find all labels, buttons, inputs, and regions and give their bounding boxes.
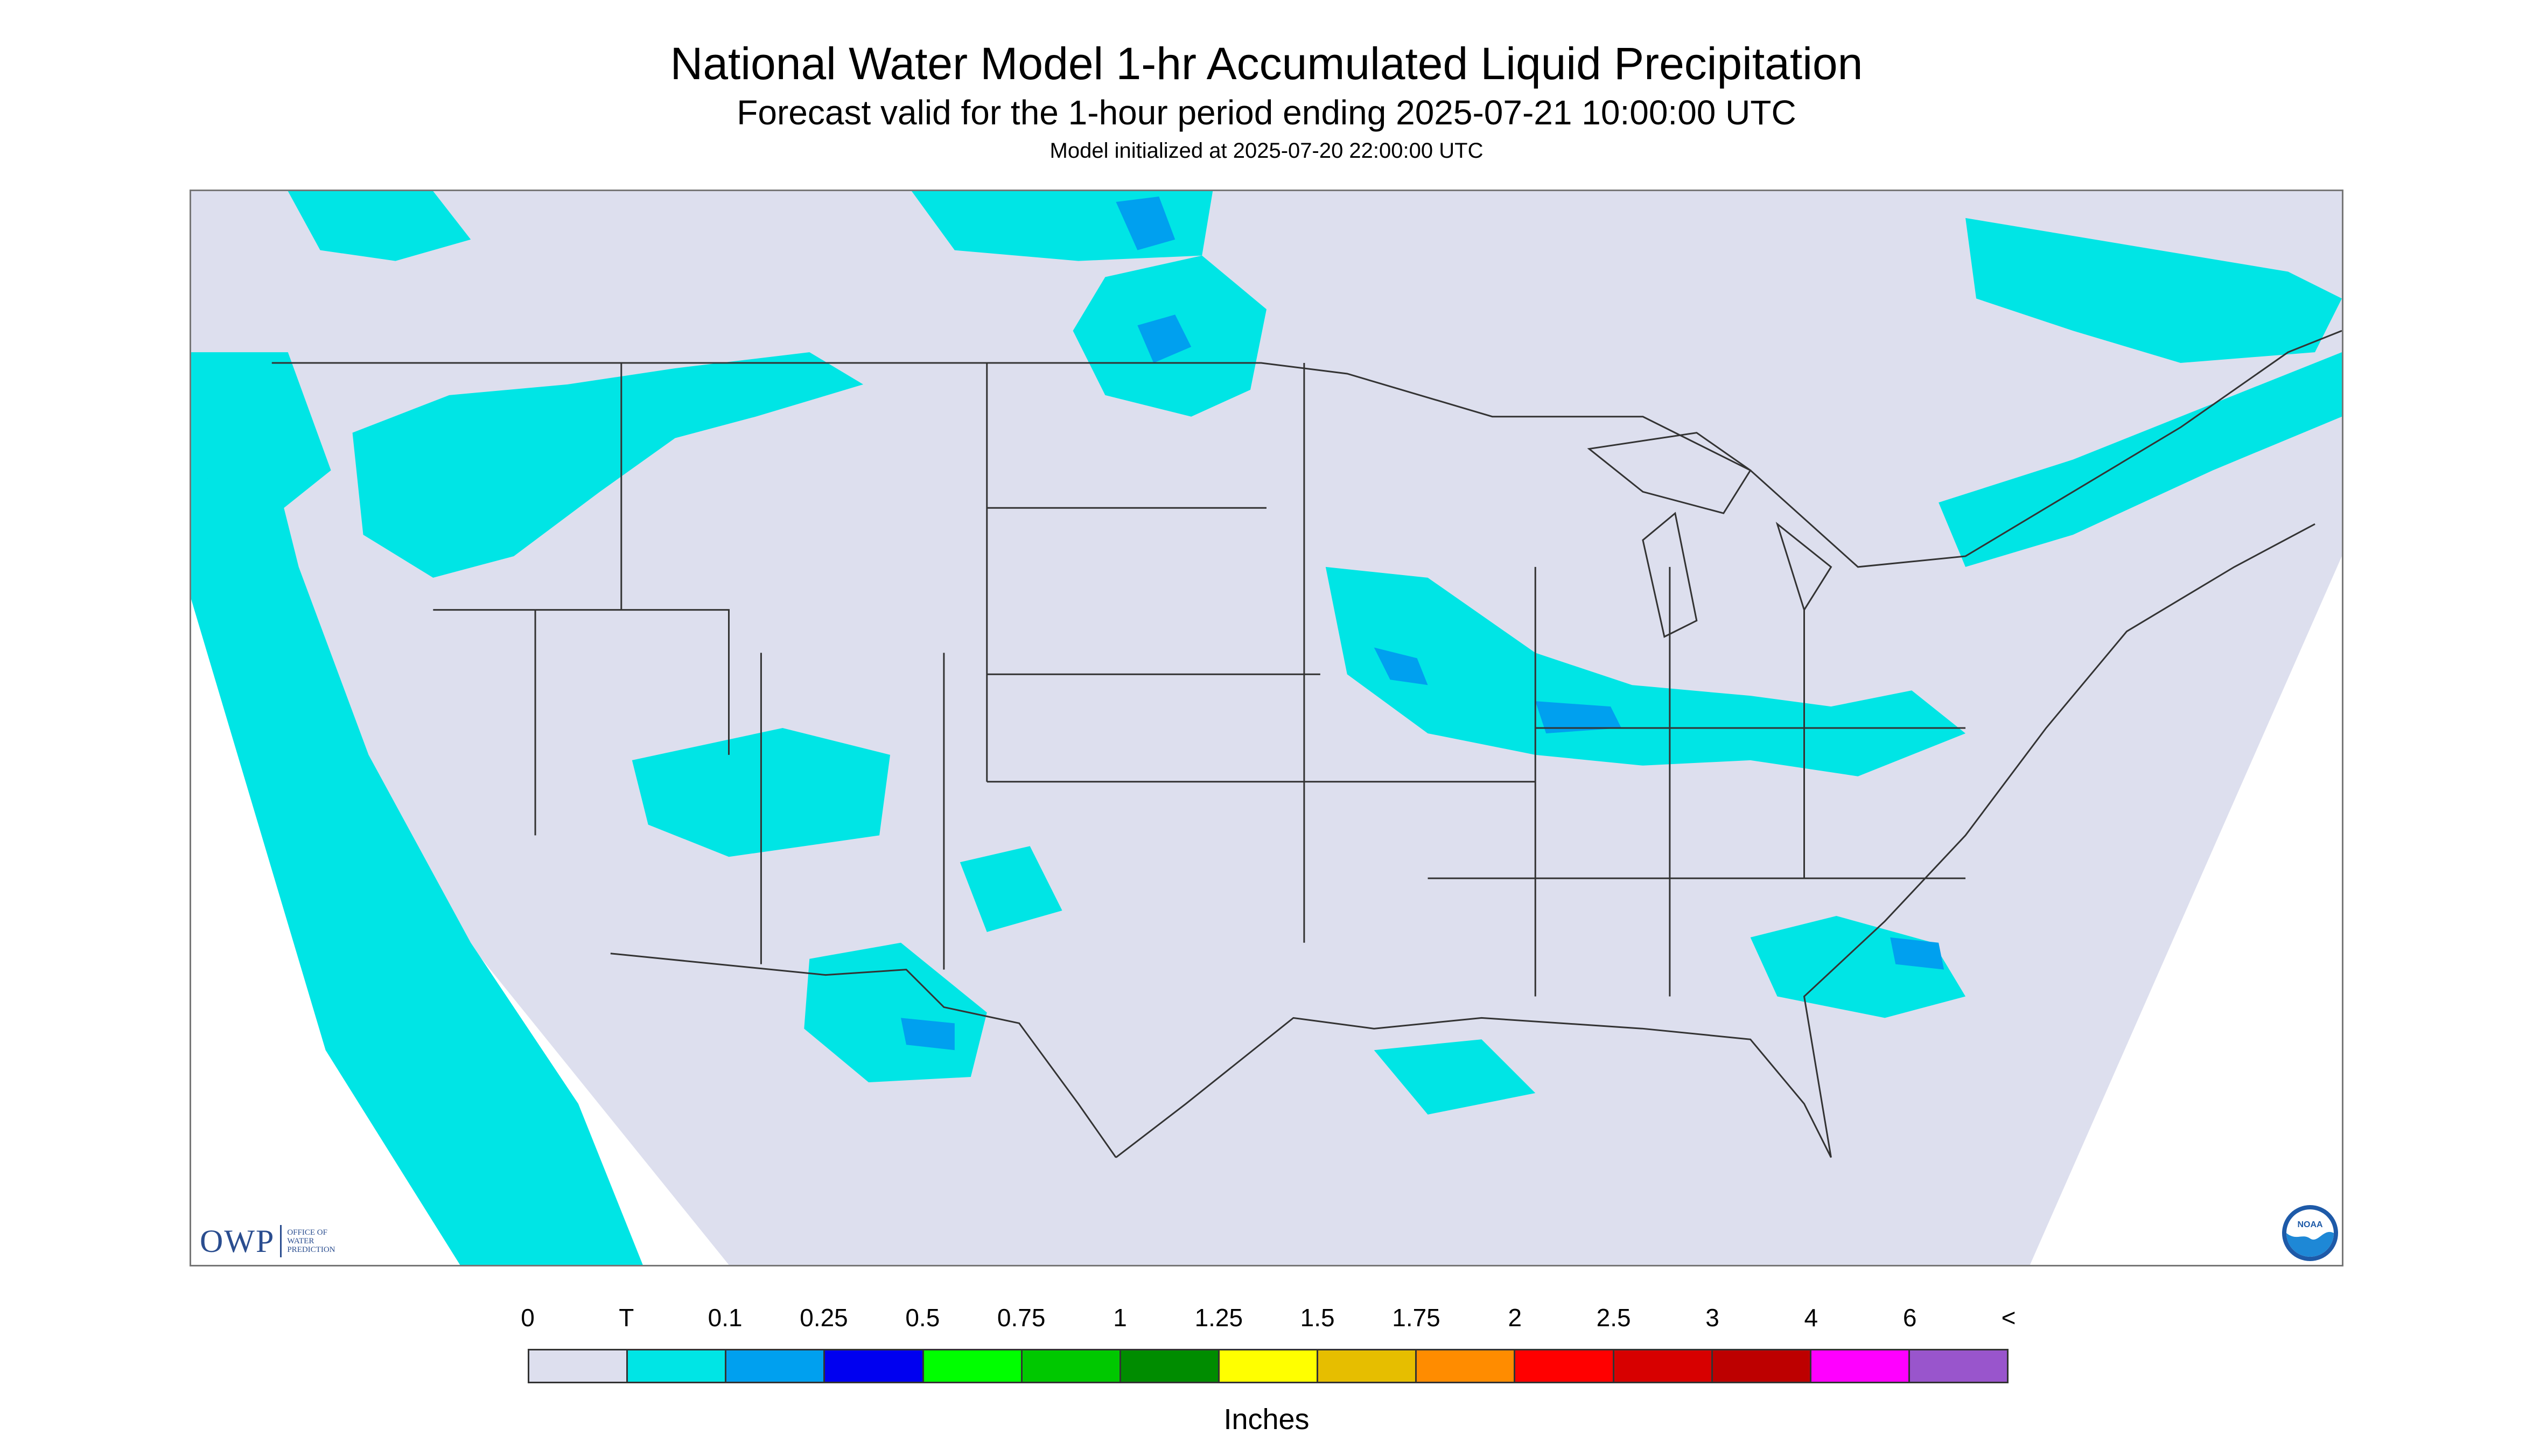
legend-label: 0.5 [905, 1304, 940, 1332]
legend-swatch [1417, 1350, 1516, 1382]
mexico-precip [804, 942, 987, 1083]
owp-logo-line-2: WATER [287, 1237, 314, 1245]
political-boundaries [271, 330, 2342, 1158]
owp-logo-text: OWP [200, 1223, 275, 1259]
canada-precip-nw [288, 191, 471, 261]
legend-swatch [726, 1350, 825, 1382]
legend-swatch [1219, 1350, 1319, 1382]
legend-label: 0.1 [708, 1304, 743, 1332]
north-canada-core [1116, 196, 1175, 250]
legend-swatch [1909, 1350, 2007, 1382]
midwest-precip-core [1374, 647, 1428, 685]
owp-logo-subtext: OFFICE OF WATER PREDICTION [287, 1228, 335, 1254]
new-mexico-precip [960, 846, 1062, 932]
noaa-logo-icon: NOAA [2282, 1205, 2338, 1261]
owp-logo-line-3: PREDICTION [287, 1245, 335, 1254]
legend-swatch [1811, 1350, 1910, 1382]
model-init-subtitle: Model initialized at 2025-07-20 22:00:00… [1049, 139, 1484, 163]
legend-label: < [2001, 1304, 2016, 1332]
forecast-valid-subtitle: Forecast valid for the 1-hour period end… [737, 93, 1796, 132]
legend-swatch [1614, 1350, 1713, 1382]
legend-swatch [1712, 1350, 1811, 1382]
owp-logo: OWP OFFICE OF WATER PREDICTION [200, 1220, 335, 1263]
quebec-precip [1965, 218, 2342, 363]
legend-label: 1 [1113, 1304, 1127, 1332]
legend-color-bar [528, 1349, 2009, 1383]
legend-swatch [1318, 1350, 1417, 1382]
canada-border [271, 330, 2342, 568]
pacific-precip-band [191, 368, 643, 1265]
state-lines-east [1428, 566, 1966, 997]
pacific-precip-north [191, 352, 331, 514]
noaa-logo-text: NOAA [2297, 1220, 2323, 1229]
owp-logo-divider [280, 1225, 282, 1257]
midwest-precip-band [1325, 566, 1966, 776]
gulf-precip [1374, 1039, 1536, 1115]
east-coast [1803, 523, 2315, 1158]
legend-swatch [628, 1350, 727, 1382]
legend-swatch [923, 1350, 1023, 1382]
mexico-border [610, 953, 1117, 1158]
precipitation-map[interactable]: OWP OFFICE OF WATER PREDICTION NOAA [190, 190, 2343, 1266]
legend-unit: Inches [1223, 1403, 1310, 1436]
state-lines-west [433, 363, 945, 970]
mexico-precip-core [901, 1018, 955, 1051]
northeast-precip [1939, 352, 2342, 567]
outside-domain-right [2030, 556, 2342, 1265]
legend-label: 0.25 [800, 1304, 848, 1332]
legend-label: 2.5 [1596, 1304, 1631, 1332]
legend-label: 1.25 [1194, 1304, 1243, 1332]
legend-label: 4 [1804, 1304, 1818, 1332]
legend-swatch [1121, 1350, 1220, 1382]
legend-label: 6 [1902, 1304, 1917, 1332]
legend-swatch [1022, 1350, 1121, 1382]
legend-label: 1.5 [1300, 1304, 1335, 1332]
legend-swatch [1515, 1350, 1614, 1382]
map-canvas [191, 191, 2342, 1265]
map-title: National Water Model 1-hr Accumulated Li… [670, 38, 1863, 89]
legend-labels: 0 T 0.1 0.25 0.5 0.75 1 1.25 1.5 1.75 2 2.5 3 4 6 < [0, 1303, 2533, 1341]
legend-label: 0.75 [997, 1304, 1046, 1332]
owp-logo-line-1: OFFICE OF [287, 1228, 327, 1237]
legend-label: 1.75 [1392, 1304, 1440, 1332]
northwest-precip [352, 352, 864, 578]
midwest-precip-core2 [1535, 701, 1622, 733]
north-plains-core [1137, 314, 1192, 363]
great-lakes [1587, 432, 1832, 638]
southeast-precip-core [1890, 937, 1944, 970]
legend-label: 2 [1508, 1304, 1522, 1332]
legend-label: T [619, 1304, 634, 1332]
legend-swatch [529, 1350, 628, 1382]
gulf-coast [1115, 1017, 1832, 1158]
legend-label: 0 [521, 1304, 535, 1332]
legend-label: 3 [1705, 1304, 1719, 1332]
legend-swatch [825, 1350, 924, 1382]
state-lines-central [986, 363, 1536, 943]
